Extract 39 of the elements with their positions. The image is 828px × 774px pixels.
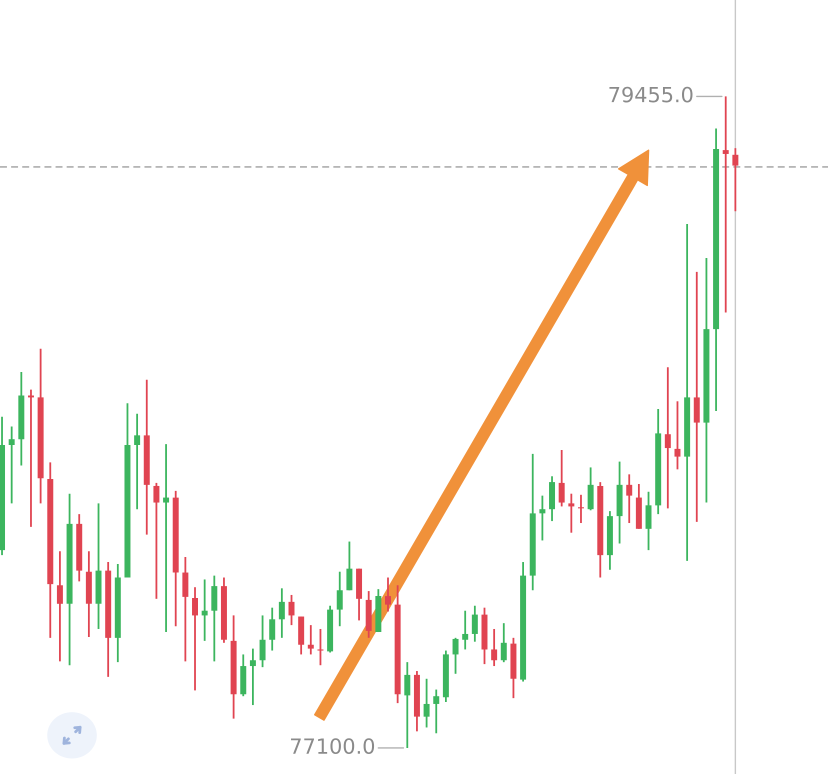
candlestick <box>134 412 140 510</box>
candlestick <box>558 449 565 508</box>
candlestick <box>568 492 574 534</box>
candlestick <box>56 550 63 662</box>
candlestick <box>288 594 294 626</box>
candlestick <box>202 578 208 642</box>
candlestick <box>269 606 276 652</box>
candlestick <box>626 473 632 524</box>
candlestick <box>260 614 266 668</box>
candlestick <box>646 490 652 552</box>
candlestick <box>433 688 440 734</box>
candlestick <box>732 147 738 212</box>
candlestick <box>336 570 343 628</box>
candlestick <box>192 586 198 692</box>
candlestick <box>491 628 498 667</box>
candlestick <box>317 628 324 666</box>
candlestick <box>153 482 160 600</box>
candlestick <box>674 400 680 470</box>
candlestick <box>278 587 285 639</box>
candlestick <box>404 661 410 749</box>
candlestick <box>163 443 170 633</box>
candlestick <box>250 648 256 706</box>
candlestick <box>472 604 478 643</box>
candlestick <box>346 540 352 592</box>
candlestick <box>385 576 391 612</box>
candlestick <box>28 388 34 528</box>
candlestick <box>578 494 584 524</box>
candlestick <box>664 366 671 510</box>
candlestick <box>694 270 700 523</box>
candlestick <box>308 624 314 656</box>
candlestick <box>8 426 15 504</box>
candlestick <box>500 622 507 664</box>
candlestick <box>462 610 468 650</box>
candlestick <box>722 96 729 314</box>
annotation: 79455.0 <box>609 86 692 102</box>
candlestick <box>424 678 430 728</box>
candlestick <box>539 494 546 542</box>
candlestick <box>452 636 459 675</box>
annotation: 77100.0 <box>291 738 374 754</box>
